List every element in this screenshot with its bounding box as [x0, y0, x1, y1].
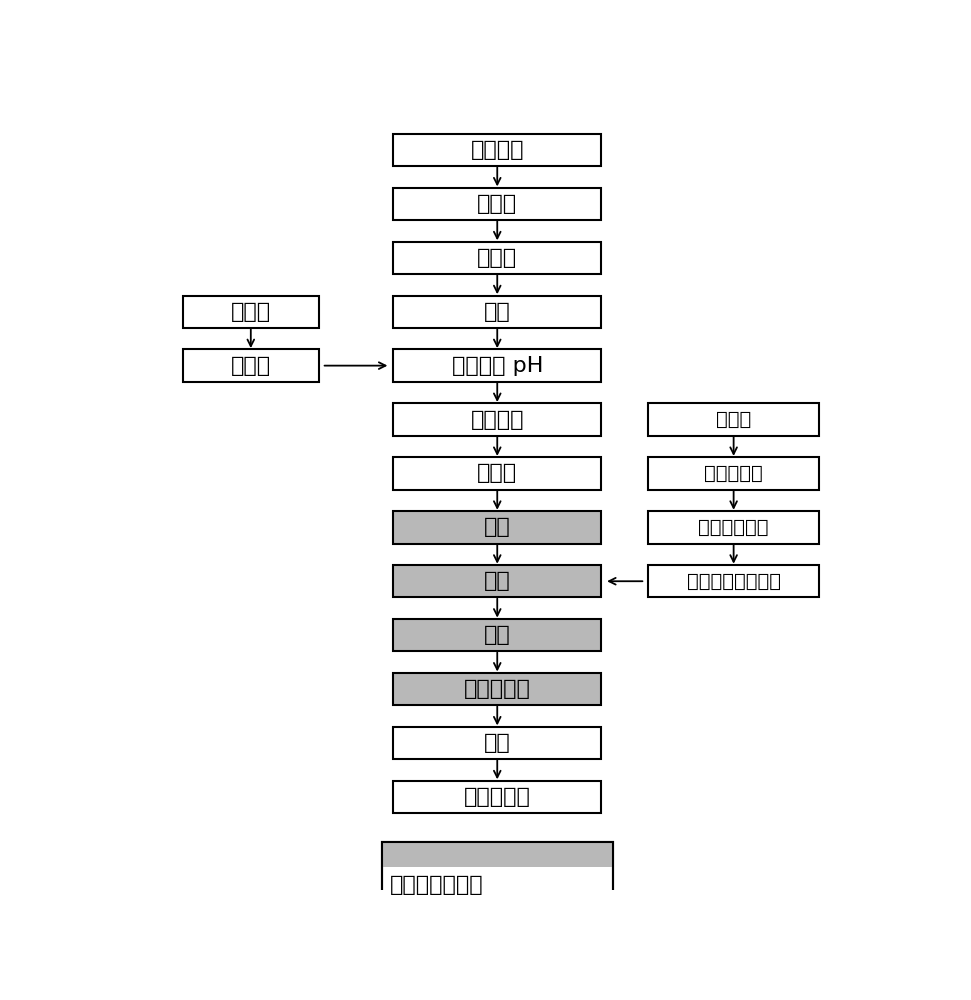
Bar	[393, 511, 601, 544]
Text: 西林瓶: 西林瓶	[716, 410, 752, 429]
Text: 此为百级净化区: 此为百级净化区	[389, 875, 484, 895]
Bar	[393, 188, 601, 220]
Bar	[393, 727, 601, 759]
Text: 溶解，调 pH: 溶解，调 pH	[452, 356, 543, 376]
Bar	[382, 842, 613, 904]
Text: 灯检: 灯检	[484, 733, 511, 753]
Bar	[649, 457, 819, 490]
Text: 羟甲烟胺: 羟甲烟胺	[471, 140, 524, 160]
Bar	[393, 565, 601, 597]
Text: 检　测: 检 测	[477, 194, 518, 214]
Bar	[382, 842, 613, 867]
Text: 辅　料: 辅 料	[231, 302, 271, 322]
Bar	[393, 242, 601, 274]
Bar	[183, 296, 318, 328]
Text: 检　测: 检 测	[231, 356, 271, 376]
Bar	[183, 349, 318, 382]
Text: 包装，成品: 包装，成品	[464, 787, 531, 807]
Bar	[649, 511, 819, 544]
Bar	[649, 565, 819, 597]
Bar	[382, 842, 613, 904]
Text: 精滤: 精滤	[484, 517, 511, 537]
Bar	[393, 673, 601, 705]
Bar	[393, 134, 601, 166]
Bar	[393, 619, 601, 651]
Text: 半成品: 半成品	[477, 463, 518, 483]
Text: 纯化水清洗: 纯化水清洗	[704, 464, 763, 483]
Bar	[393, 457, 601, 490]
Text: 注射用水清洗: 注射用水清洗	[698, 518, 769, 537]
Bar	[393, 403, 601, 436]
Text: 冻干: 冻干	[484, 625, 511, 645]
Bar	[393, 296, 601, 328]
Text: 压塞，札盖: 压塞，札盖	[464, 679, 531, 699]
Text: 加炭粗滤: 加炭粗滤	[471, 410, 524, 430]
Bar	[393, 781, 601, 813]
Bar	[393, 349, 601, 382]
Bar	[649, 403, 819, 436]
Text: 溶解: 溶解	[484, 302, 511, 322]
Text: 罐装: 罐装	[484, 571, 511, 591]
Text: 投　料: 投 料	[477, 248, 518, 268]
Text: 烘干、灯菌、冷却: 烘干、灯菌、冷却	[686, 572, 781, 591]
